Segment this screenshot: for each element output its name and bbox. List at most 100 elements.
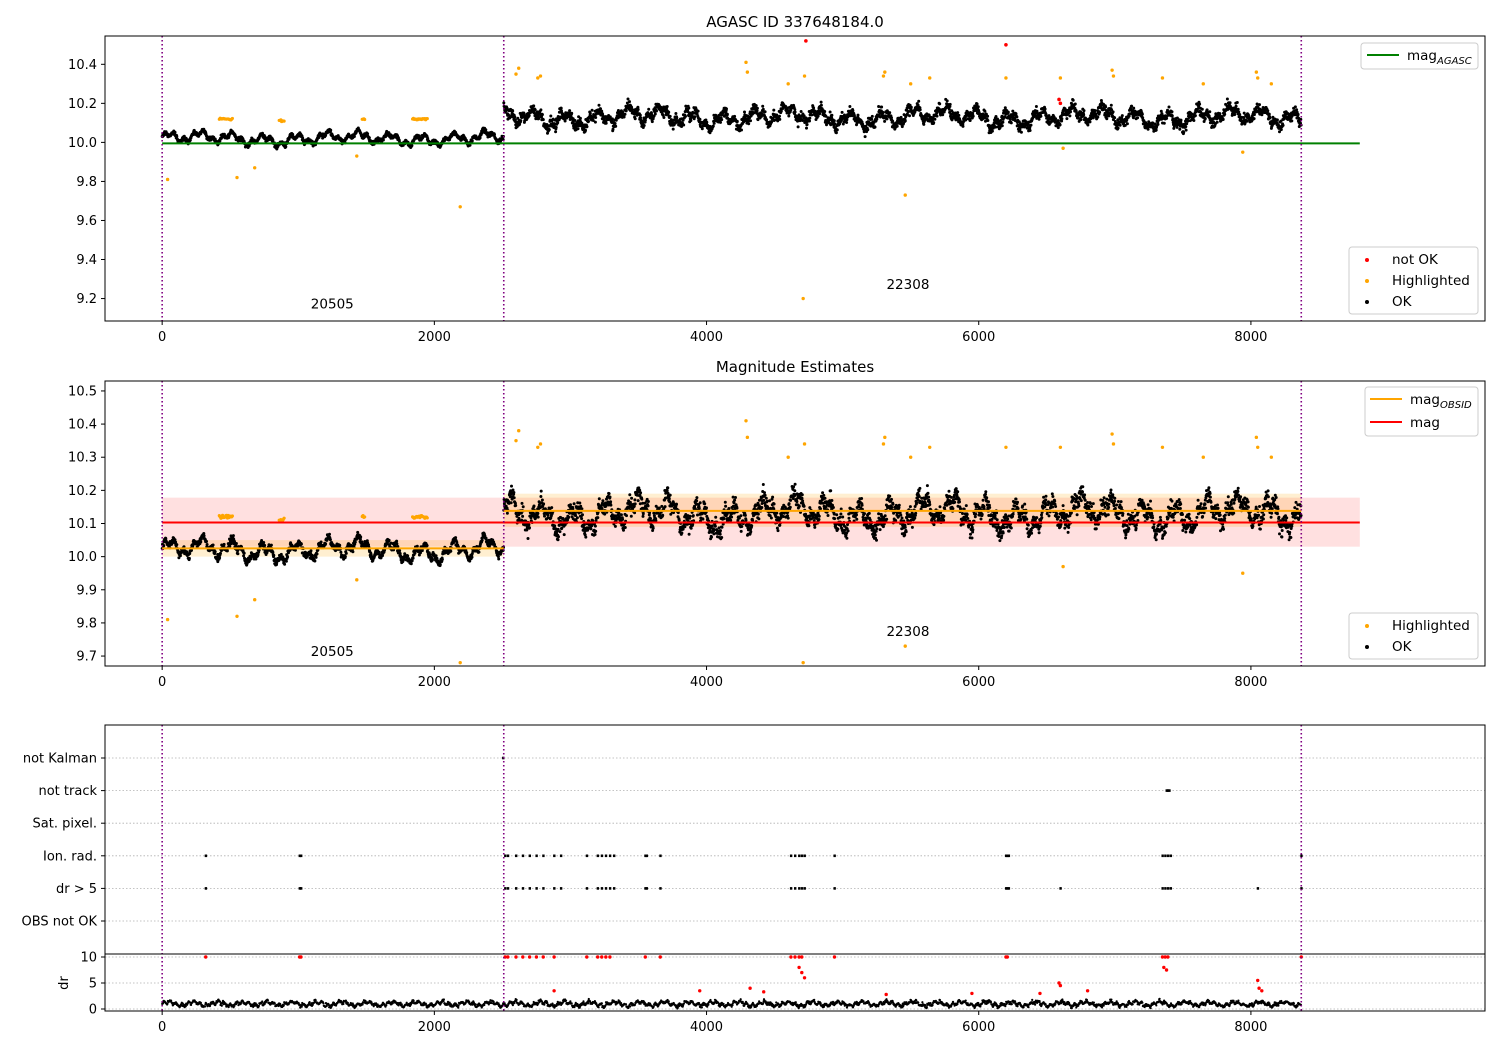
highlighted-point <box>355 154 359 158</box>
ok-point <box>650 120 654 124</box>
ok-point <box>812 106 816 110</box>
ok-point <box>594 116 598 119</box>
ok-point <box>588 111 592 115</box>
ok-point <box>1132 106 1136 110</box>
ok-point <box>1245 119 1249 123</box>
ok-point <box>211 543 215 547</box>
legend-agasc-label-main: mag <box>1407 48 1437 64</box>
ok-point <box>339 550 343 554</box>
highlighted-point <box>253 166 257 170</box>
ok-point <box>636 105 640 109</box>
highlighted-point <box>425 116 429 121</box>
ok-point <box>324 134 328 137</box>
ok-point <box>903 119 907 123</box>
ok-point <box>1154 128 1158 132</box>
ok-point <box>477 550 481 554</box>
ok-point <box>938 102 942 106</box>
ok-point <box>513 115 517 119</box>
ok-point <box>242 551 246 555</box>
ok-point <box>631 108 634 112</box>
ok-point <box>1009 121 1013 125</box>
ok-point <box>1266 109 1270 113</box>
ok-point <box>262 541 266 544</box>
highlighted-point <box>903 193 907 197</box>
ok-point <box>599 107 602 111</box>
ok-point <box>329 128 333 132</box>
panel1-frame <box>104 35 1486 322</box>
ok-point <box>484 128 488 132</box>
ok-point <box>642 124 646 127</box>
ok-point <box>675 116 679 120</box>
ok-point <box>1223 112 1227 116</box>
ok-point <box>593 120 597 124</box>
ok-point <box>825 123 828 127</box>
ok-point <box>883 119 887 123</box>
ok-point <box>187 556 191 560</box>
ok-point <box>610 117 614 121</box>
ok-point <box>775 113 779 117</box>
ok-point <box>366 132 370 136</box>
ok-point <box>519 119 523 123</box>
ok-point <box>793 110 797 114</box>
ok-point <box>834 131 838 135</box>
ok-point <box>218 556 222 560</box>
y-tick-label: 10.4 <box>68 58 97 73</box>
ok-point <box>236 552 240 556</box>
ok-point <box>689 119 693 122</box>
legend-agasc: magAGASC <box>1360 42 1479 70</box>
highlighted-point <box>1004 76 1008 80</box>
ok-point <box>633 117 637 121</box>
ok-point <box>667 110 671 114</box>
ok-point <box>823 110 827 113</box>
ok-point <box>1182 130 1186 134</box>
ok-point <box>1252 117 1256 121</box>
highlighted-point <box>517 66 521 70</box>
ok-point <box>1104 105 1108 109</box>
ok-point <box>1175 125 1179 129</box>
notok-point <box>1057 97 1061 102</box>
ok-point <box>283 562 287 566</box>
ok-point <box>1170 110 1174 114</box>
ok-point <box>527 114 531 118</box>
highlighted-point <box>1061 146 1065 150</box>
ok-point <box>1028 129 1032 132</box>
x-tick-label: 6000 <box>962 330 995 345</box>
highlighted-point <box>1110 68 1114 72</box>
ok-point <box>409 562 413 566</box>
ok-point <box>353 540 357 544</box>
ok-point <box>291 132 295 136</box>
ok-point <box>205 543 209 546</box>
ok-point <box>493 133 496 137</box>
ok-point <box>604 121 608 125</box>
ok-point <box>808 119 811 123</box>
ok-point <box>765 118 769 122</box>
ok-point <box>222 542 226 546</box>
ok-point <box>507 113 510 117</box>
ok-point <box>367 136 371 140</box>
ok-point <box>271 138 275 142</box>
ok-point <box>866 128 870 132</box>
ok-point <box>568 109 572 113</box>
ok-point <box>830 116 834 120</box>
ok-point <box>1113 116 1117 120</box>
ok-point <box>761 107 765 111</box>
ok-point <box>478 136 482 140</box>
ok-point <box>630 105 634 109</box>
ok-point <box>533 108 537 112</box>
ok-point <box>328 532 331 536</box>
ok-point <box>662 116 666 119</box>
ok-point <box>213 550 217 554</box>
ok-point <box>763 110 767 114</box>
ok-point <box>1268 116 1272 120</box>
ok-point <box>1118 123 1122 127</box>
ok-point <box>975 102 979 106</box>
ok-point <box>682 123 686 127</box>
ok-point <box>1234 104 1238 108</box>
ok-point <box>468 143 472 147</box>
ok-point <box>961 124 965 128</box>
ok-point <box>563 119 567 123</box>
ok-point <box>352 135 356 138</box>
ok-point <box>1184 125 1188 129</box>
highlighted-point <box>514 72 518 76</box>
ok-point <box>513 118 517 122</box>
